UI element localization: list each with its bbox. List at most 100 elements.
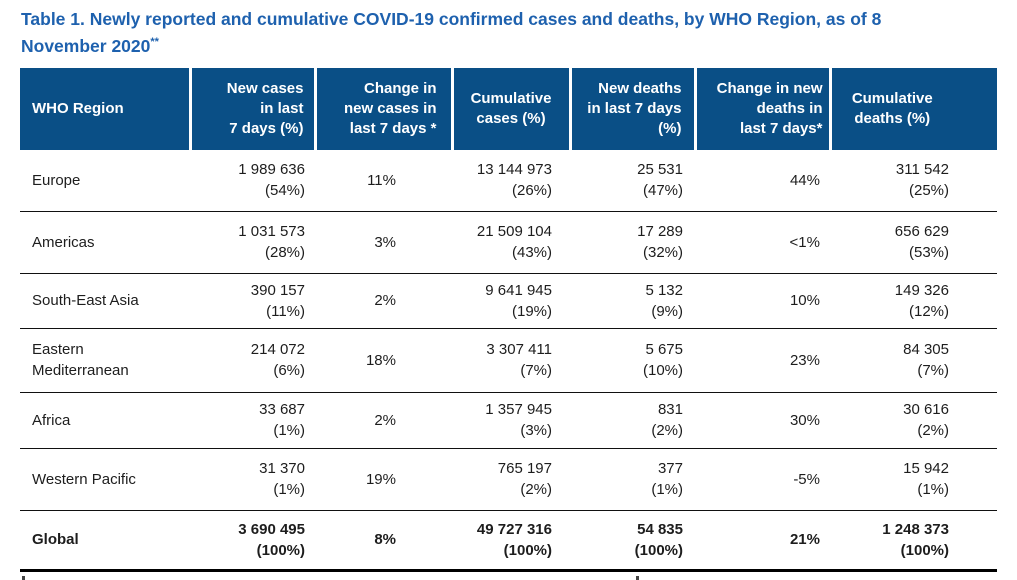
footnote-fragment — [22, 576, 25, 580]
cell-line: 31 370 — [259, 460, 305, 477]
new-deaths-cell: 377 (1%) — [570, 447, 695, 510]
cell-line: Global — [32, 531, 79, 548]
change-new-cases-cell: 2% — [315, 272, 452, 328]
cell-line: Americas — [32, 233, 95, 251]
table-row: Western Pacific 31 370 (1%) 19% 765 197 (2%) 3… — [20, 447, 997, 510]
cumulative-deaths-cell: 30 616 (2%) — [830, 391, 997, 448]
col-header-change-new-deaths: Change in new deaths in last 7 days* — [695, 68, 832, 150]
region-cell: Eastern Mediterranean — [20, 327, 190, 392]
cell-line: 9 641 945 — [485, 281, 552, 299]
change-new-deaths-cell: 44% — [695, 150, 830, 211]
cell-line: <1% — [789, 233, 820, 251]
cell-line: (1%) — [917, 481, 949, 498]
cell-line: 311 542 — [895, 161, 949, 179]
col-header-change-new-cases: Change in new cases in last 7 days * — [315, 68, 454, 150]
region-cell: Americas — [20, 210, 190, 273]
region-cell: South-East Asia — [20, 272, 190, 328]
new-deaths-cell: 831 (2%) — [570, 391, 695, 448]
cell-line: (54%) — [264, 182, 305, 200]
cell-line: (9%) — [651, 302, 683, 320]
cell-line: Western Pacific — [32, 470, 136, 488]
cell-line: 2% — [374, 292, 396, 309]
covid-region-table: WHO Region New cases in last 7 days (%) … — [20, 68, 997, 572]
cell-line: (1%) — [273, 481, 305, 498]
cell-line: (2%) — [520, 481, 552, 498]
cell-line: (32%) — [642, 244, 683, 261]
cell-line: (3%) — [520, 422, 552, 439]
table-title: Table 1. Newly reported and cumulative C… — [21, 6, 981, 60]
cell-line: -5% — [793, 470, 820, 488]
cell-line: 19% — [365, 470, 396, 488]
cell-line: 25 531 — [637, 161, 683, 179]
cell-line: 44% — [789, 171, 820, 189]
col-header-cumulative-deaths: Cumulative deaths (%) — [830, 68, 997, 150]
cell-line: Eastern Mediterranean — [32, 341, 129, 379]
cell-line: 1 357 945 — [485, 401, 552, 418]
col-header-new-cases: New cases in last 7 days (%) — [190, 68, 317, 150]
cell-line: (19%) — [511, 302, 552, 320]
cell-line: 84 305 — [903, 341, 949, 358]
cell-line: 214 072 — [250, 341, 305, 358]
cell-line: Europe — [32, 171, 81, 189]
cumulative-cases-cell: 3 307 411 (7%) — [452, 327, 570, 392]
cell-line: 30% — [789, 411, 820, 429]
table-row: Americas 1 031 573 (28%) 3% 21 509 104 (43%) 1… — [20, 210, 997, 273]
cell-line: (10%) — [642, 362, 683, 379]
change-new-deaths-cell: 30% — [695, 391, 830, 448]
cell-line: (25%) — [908, 182, 949, 200]
region-cell: Europe — [20, 150, 190, 211]
col-header-new-deaths: New deaths in last 7 days (%) — [570, 68, 697, 150]
col-header-cumulative-cases: Cumulative cases (%) — [452, 68, 572, 150]
cell-line: 3% — [374, 233, 396, 251]
cell-line: 1 031 573 — [238, 223, 305, 240]
cell-line: 377 — [657, 460, 683, 477]
cell-line: 1 989 636 — [238, 161, 305, 179]
cell-line: 17 289 — [637, 223, 683, 240]
cell-line: (100%) — [900, 541, 949, 559]
cell-line: 765 197 — [497, 460, 552, 477]
cell-line: (43%) — [511, 244, 552, 261]
cell-line: (53%) — [908, 244, 949, 261]
cumulative-cases-cell: 21 509 104 (43%) — [452, 210, 570, 273]
table-row: Europe 1 989 636 (54%) 11% 13 144 973 (26%) 25… — [20, 150, 997, 211]
cell-line: (2%) — [917, 422, 949, 439]
new-cases-cell: 390 157 (11%) — [190, 272, 315, 328]
cell-line: (12%) — [908, 302, 949, 320]
cumulative-deaths-cell: 311 542 (25%) — [830, 150, 997, 211]
change-new-deaths-cell: 21% — [695, 509, 830, 572]
cell-line: (47%) — [642, 182, 683, 200]
cumulative-deaths-cell: 1 248 373 (100%) — [830, 509, 997, 572]
cumulative-deaths-cell: 84 305 (7%) — [830, 327, 997, 392]
title-superscript: ** — [150, 36, 159, 49]
cumulative-cases-cell: 13 144 973 (26%) — [452, 150, 570, 211]
cell-line: (1%) — [273, 422, 305, 439]
change-new-cases-cell: 2% — [315, 391, 452, 448]
footnote-fragment — [636, 576, 639, 580]
cell-line: (26%) — [511, 182, 552, 200]
cell-line: 15 942 — [903, 460, 949, 477]
change-new-cases-cell: 19% — [315, 447, 452, 510]
cell-line: (100%) — [256, 541, 305, 559]
table-title-text: Table 1. Newly reported and cumulative C… — [21, 9, 882, 56]
cell-line: (2%) — [651, 422, 683, 439]
cumulative-cases-cell: 1 357 945 (3%) — [452, 391, 570, 448]
cell-line: 656 629 — [894, 223, 949, 240]
cell-line: Africa — [32, 411, 71, 429]
cell-line: (6%) — [273, 362, 305, 379]
new-cases-cell: 33 687 (1%) — [190, 391, 315, 448]
cell-line: 13 144 973 — [476, 161, 552, 179]
cell-line: 21 509 104 — [476, 223, 552, 240]
change-new-deaths-cell: 23% — [695, 327, 830, 392]
cell-line: 54 835 — [637, 520, 683, 538]
cell-line: South-East Asia — [32, 292, 139, 309]
new-cases-cell: 1 031 573 (28%) — [190, 210, 315, 273]
change-new-cases-cell: 11% — [315, 150, 452, 211]
change-new-cases-cell: 18% — [315, 327, 452, 392]
new-deaths-cell: 17 289 (32%) — [570, 210, 695, 273]
new-cases-cell: 214 072 (6%) — [190, 327, 315, 392]
cell-line: 23% — [789, 351, 820, 369]
change-new-deaths-cell: -5% — [695, 447, 830, 510]
cell-line: 3 690 495 — [238, 520, 305, 538]
change-new-cases-cell: 3% — [315, 210, 452, 273]
region-cell: Africa — [20, 391, 190, 448]
